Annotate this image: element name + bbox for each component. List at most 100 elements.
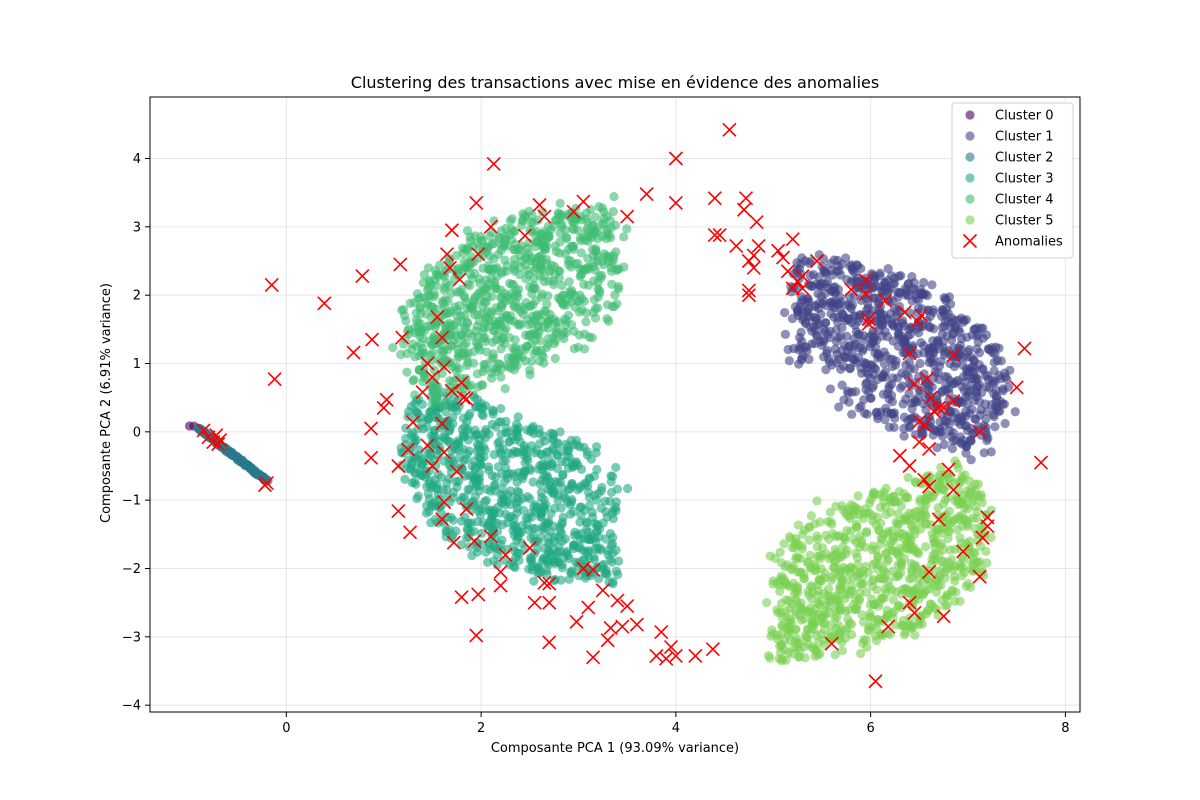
scatter-point xyxy=(560,493,570,503)
anomaly-marker xyxy=(639,186,654,202)
anomaly-marker xyxy=(444,383,459,398)
scatter-point xyxy=(911,506,921,516)
scatter-point xyxy=(773,634,783,644)
scatter-point xyxy=(587,512,598,522)
scatter-point xyxy=(835,584,845,594)
scatter-point xyxy=(555,266,565,276)
scatter-point xyxy=(594,574,604,584)
scatter-point xyxy=(919,277,929,288)
scatter-point xyxy=(968,493,978,503)
scatter-point xyxy=(857,579,867,589)
scatter-point xyxy=(422,321,433,331)
anomaly-marker xyxy=(437,495,452,510)
scatter-point xyxy=(861,273,871,283)
scatter-point xyxy=(431,265,441,276)
anomaly-marker xyxy=(452,272,467,287)
scatter-point xyxy=(814,576,825,586)
scatter-point xyxy=(401,423,411,433)
anomaly-marker xyxy=(459,501,474,517)
scatter-point xyxy=(546,225,556,235)
scatter-point xyxy=(526,425,536,435)
scatter-point xyxy=(599,259,609,270)
scatter-point xyxy=(877,331,887,341)
scatter-point xyxy=(772,605,782,615)
scatter-point xyxy=(430,514,440,524)
scatter-point xyxy=(398,448,408,458)
scatter-point xyxy=(936,462,946,473)
scatter-point xyxy=(443,296,453,306)
scatter-point xyxy=(426,450,436,460)
scatter-point xyxy=(901,360,911,370)
scatter-point xyxy=(524,270,534,280)
anomaly-marker xyxy=(469,195,484,210)
scatter-point xyxy=(564,277,574,287)
scatter-point xyxy=(896,501,906,511)
scatter-point xyxy=(596,486,606,496)
scatter-point xyxy=(478,442,489,452)
scatter-point xyxy=(784,356,794,366)
scatter-point xyxy=(497,303,507,313)
scatter-point xyxy=(976,490,986,500)
scatter-point xyxy=(464,485,475,495)
scatter-point xyxy=(622,483,633,494)
scatter-point xyxy=(438,347,448,357)
scatter-point xyxy=(933,338,943,348)
scatter-point xyxy=(1005,365,1015,375)
scatter-point xyxy=(549,279,559,290)
scatter-point xyxy=(826,575,836,585)
scatter-point xyxy=(609,191,619,202)
scatter-point xyxy=(910,630,920,640)
scatter-point xyxy=(506,511,517,521)
scatter-point xyxy=(935,570,945,580)
scatter-point xyxy=(780,329,791,339)
scatter-point xyxy=(496,245,506,255)
scatter-point xyxy=(804,258,815,268)
scatter-point xyxy=(486,307,496,317)
scatter-point xyxy=(888,321,899,331)
scatter-point xyxy=(844,397,854,407)
anomaly-marker xyxy=(400,442,416,457)
scatter-point xyxy=(510,245,520,255)
anomaly-marker xyxy=(878,293,893,308)
scatter-point xyxy=(454,445,464,455)
scatter-point xyxy=(835,270,846,280)
y-tick-label: 0 xyxy=(133,425,141,440)
anomaly-marker xyxy=(486,156,501,172)
scatter-point xyxy=(956,313,966,323)
scatter-point xyxy=(790,542,800,553)
scatter-point xyxy=(953,463,963,473)
scatter-point xyxy=(528,218,538,228)
scatter-point xyxy=(510,546,520,556)
scatter-point xyxy=(893,509,903,519)
scatter-point xyxy=(492,320,502,331)
scatter-point xyxy=(597,270,607,281)
anomaly-marker xyxy=(881,619,896,634)
scatter-point xyxy=(858,346,868,356)
legend-label: Cluster 4 xyxy=(995,193,1054,208)
scatter-point xyxy=(782,622,792,632)
scatter-point xyxy=(840,535,850,545)
scatter-point xyxy=(465,281,475,291)
scatter-point xyxy=(915,358,925,369)
scatter-point xyxy=(428,347,438,358)
anomaly-marker xyxy=(430,309,445,325)
legend-marker xyxy=(965,194,975,204)
scatter-point xyxy=(889,607,899,617)
scatter-point xyxy=(437,368,447,379)
legend-label: Cluster 3 xyxy=(995,172,1054,187)
scatter-point xyxy=(398,339,409,349)
scatter-point xyxy=(464,381,474,392)
scatter-point xyxy=(992,355,1003,366)
scatter-point xyxy=(531,500,541,510)
anomaly-marker xyxy=(437,359,452,374)
anomaly-marker xyxy=(420,438,435,453)
scatter-point xyxy=(827,270,837,280)
series-cluster-4 xyxy=(388,191,632,411)
scatter-point xyxy=(546,509,556,519)
scatter-point xyxy=(937,387,947,397)
scatter-point xyxy=(512,360,522,371)
scatter-point xyxy=(845,341,855,351)
plot-frame xyxy=(149,96,1081,713)
scatter-point xyxy=(793,520,803,530)
scatter-point xyxy=(783,344,793,355)
